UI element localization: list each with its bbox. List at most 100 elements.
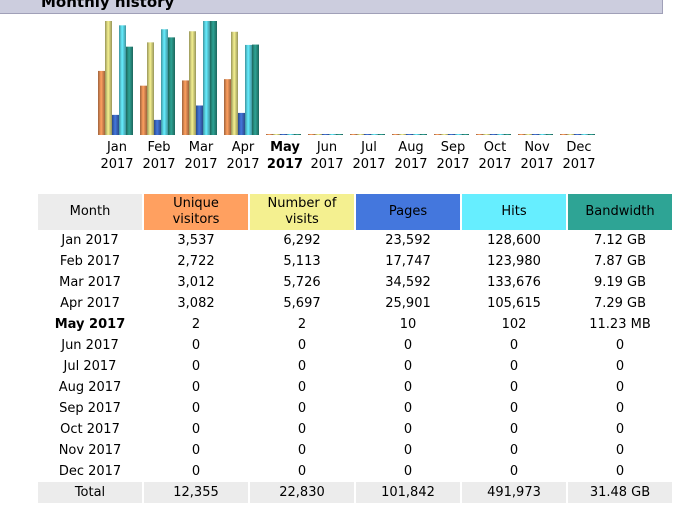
bar-visits (399, 134, 406, 135)
bar-pages (406, 134, 413, 135)
table-row: Apr 2017 3,082 5,697 25,901 105,615 7.29 GB (38, 293, 674, 314)
cell-bandwidth: 7.29 GB (568, 293, 674, 314)
cell-visits: 0 (250, 440, 356, 461)
total-label: Total (38, 482, 144, 503)
bar-visits (483, 134, 490, 135)
bar-pages (196, 105, 203, 135)
month-name: Apr (231, 140, 255, 155)
cell-bandwidth: 11.23 MB (568, 314, 674, 335)
month-label: Sep 2017 (431, 139, 475, 173)
month-name: May (270, 140, 300, 155)
cell-month: Dec 2017 (38, 461, 144, 482)
cell-visits: 0 (250, 356, 356, 377)
cell-pages: 0 (356, 440, 462, 461)
monthly-history-chart: Jan 2017 Feb 2017 Mar 2017 Apr 2017 May 2017 Jun 20… (95, 16, 605, 176)
bar-hits (119, 25, 126, 135)
table-row: Aug 2017 0 0 0 0 0 (38, 377, 674, 398)
bar-unique-visitors (182, 80, 189, 135)
cell-month: Jun 2017 (38, 335, 144, 356)
month-label: Apr 2017 (221, 139, 265, 173)
bar-hits (161, 29, 168, 135)
col-header-unique-line2: visitors (172, 212, 220, 227)
cell-visits: 0 (250, 419, 356, 440)
cell-unique-visitors: 0 (144, 335, 250, 356)
table-row: May 2017 2 2 10 102 11.23 MB (38, 314, 674, 335)
month-year: 2017 (266, 157, 304, 172)
bar-pages (574, 134, 581, 135)
month-label: Jun 2017 (305, 139, 349, 173)
cell-month: Aug 2017 (38, 377, 144, 398)
cell-pages: 34,592 (356, 272, 462, 293)
month-year: 2017 (142, 157, 176, 172)
cell-visits: 0 (250, 461, 356, 482)
bar-visits (525, 134, 532, 135)
col-header-unique-visitors: Unique visitors (144, 194, 250, 230)
cell-visits: 5,113 (250, 251, 356, 272)
month-year: 2017 (394, 157, 428, 172)
table-row: Mar 2017 3,012 5,726 34,592 133,676 9.19 GB (38, 272, 674, 293)
cell-month: Nov 2017 (38, 440, 144, 461)
month-name: Oct (483, 140, 507, 155)
table-row: Feb 2017 2,722 5,113 17,747 123,980 7.87 GB (38, 251, 674, 272)
table-row: Nov 2017 0 0 0 0 0 (38, 440, 674, 461)
bar-visits (567, 134, 574, 135)
bar-unique-visitors (224, 79, 231, 135)
bar-bandwidth (504, 134, 511, 135)
month-label: Nov 2017 (515, 139, 559, 173)
bar-unique-visitors (308, 134, 315, 135)
bar-hits (581, 134, 588, 135)
bar-pages (112, 114, 119, 135)
bar-visits (147, 42, 154, 135)
total-hits: 491,973 (462, 482, 568, 503)
cell-hits: 0 (462, 461, 568, 482)
cell-pages: 0 (356, 461, 462, 482)
bar-unique-visitors (140, 85, 147, 135)
cell-unique-visitors: 0 (144, 356, 250, 377)
cell-pages: 10 (356, 314, 462, 335)
bar-bandwidth (378, 134, 385, 135)
cell-pages: 0 (356, 356, 462, 377)
col-header-visits: Number of visits (250, 194, 356, 230)
bar-bandwidth (588, 134, 595, 135)
bar-visits (441, 134, 448, 135)
cell-hits: 0 (462, 419, 568, 440)
table-row: Oct 2017 0 0 0 0 0 (38, 419, 674, 440)
cell-bandwidth: 0 (568, 440, 674, 461)
month-year: 2017 (226, 157, 260, 172)
month-name: Nov (524, 140, 550, 155)
bar-hits (203, 21, 210, 135)
bar-hits (287, 134, 294, 135)
table-header-row: Month Unique visitors Number of visits P… (38, 194, 674, 230)
col-header-pages: Pages (356, 194, 462, 230)
month-year: 2017 (310, 157, 344, 172)
cell-month: Jan 2017 (38, 230, 144, 251)
cell-bandwidth: 0 (568, 461, 674, 482)
cell-unique-visitors: 3,082 (144, 293, 250, 314)
bar-pages (238, 112, 245, 135)
total-pages: 101,842 (356, 482, 462, 503)
month-label: May 2017 (263, 139, 307, 173)
cell-pages: 23,592 (356, 230, 462, 251)
cell-hits: 128,600 (462, 230, 568, 251)
bar-unique-visitors (266, 134, 273, 135)
cell-hits: 133,676 (462, 272, 568, 293)
cell-hits: 123,980 (462, 251, 568, 272)
bar-hits (539, 134, 546, 135)
cell-bandwidth: 0 (568, 356, 674, 377)
table-row: Dec 2017 0 0 0 0 0 (38, 461, 674, 482)
bar-unique-visitors (476, 134, 483, 135)
bar-unique-visitors (350, 134, 357, 135)
cell-bandwidth: 7.87 GB (568, 251, 674, 272)
month-year: 2017 (478, 157, 512, 172)
cell-hits: 0 (462, 335, 568, 356)
bar-pages (532, 134, 539, 135)
cell-unique-visitors: 0 (144, 398, 250, 419)
bar-bandwidth (546, 134, 553, 135)
month-year: 2017 (352, 157, 386, 172)
cell-month: Oct 2017 (38, 419, 144, 440)
cell-hits: 102 (462, 314, 568, 335)
month-name: Jan (106, 140, 128, 155)
month-name: Aug (398, 140, 424, 155)
table-row: Jul 2017 0 0 0 0 0 (38, 356, 674, 377)
cell-bandwidth: 7.12 GB (568, 230, 674, 251)
